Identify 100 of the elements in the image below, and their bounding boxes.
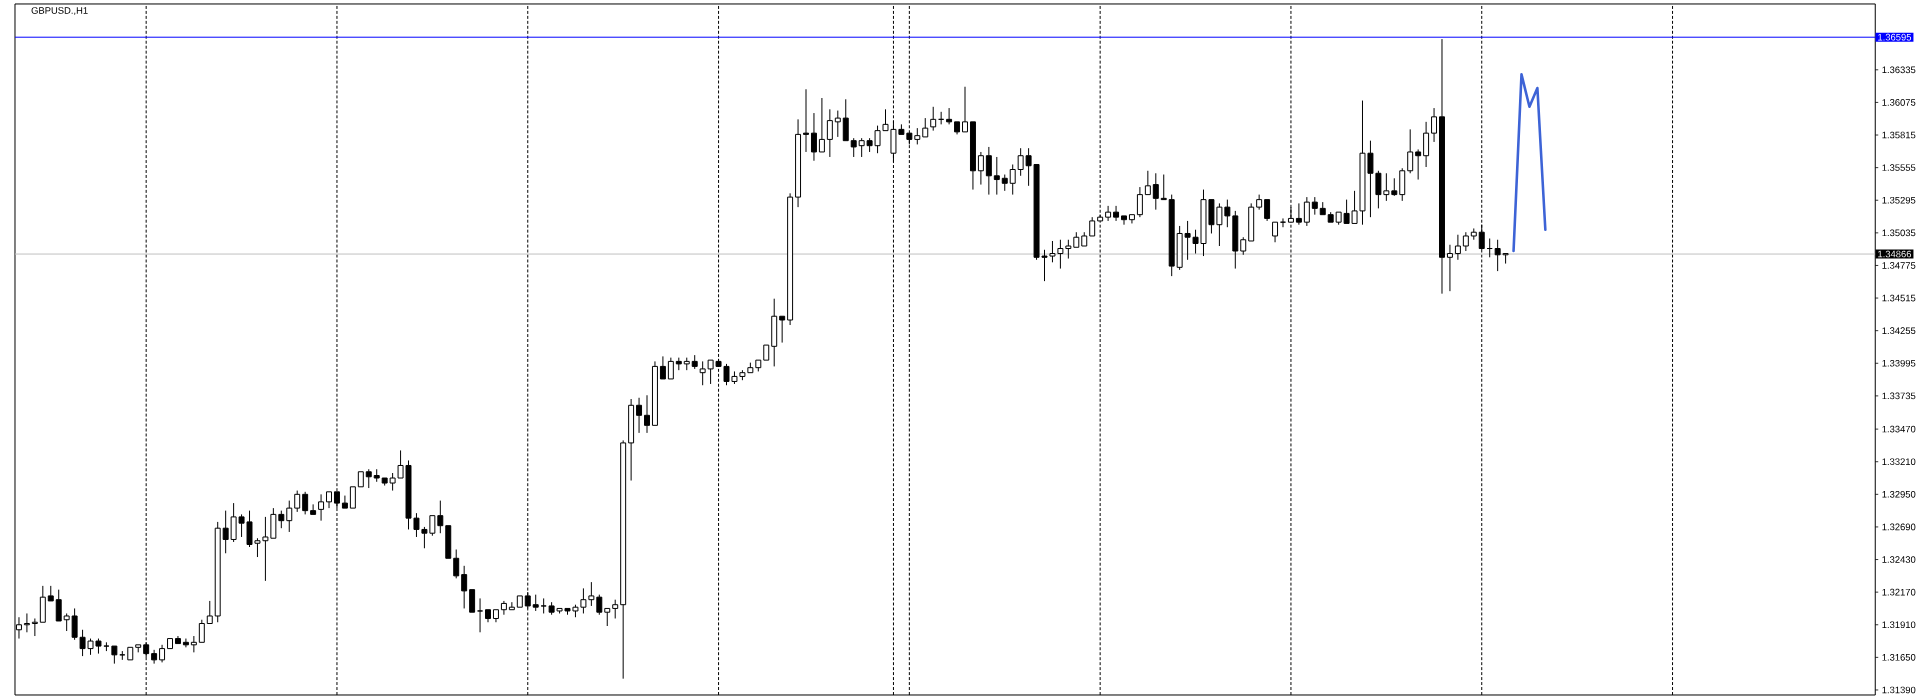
y-tick-label: 1.34255 [1882, 327, 1916, 335]
candlestick [1105, 205, 1112, 222]
candlestick [1160, 174, 1167, 201]
candlestick [1136, 186, 1143, 218]
candlestick [1470, 227, 1477, 241]
y-tick-label: 1.31390 [1882, 686, 1916, 694]
candlestick [620, 439, 627, 680]
y-tick-label: 1.33995 [1882, 359, 1916, 367]
candlestick [1089, 216, 1096, 237]
candlestick [365, 468, 372, 489]
candlestick [1446, 244, 1453, 292]
candlestick [1415, 148, 1422, 181]
candlestick [1128, 214, 1135, 224]
y-tick-label: 1.36335 [1882, 66, 1916, 74]
candlestick [1113, 205, 1120, 222]
y-tick-label: 1.33470 [1882, 425, 1916, 433]
candlestick [787, 192, 794, 326]
candlestick [1240, 236, 1247, 256]
candlestick [962, 86, 968, 133]
line-series [1512, 72, 1547, 253]
candlestick [922, 117, 929, 138]
candlestick [803, 88, 809, 153]
candlestick [763, 344, 770, 361]
candlestick [644, 394, 650, 434]
candlestick [111, 645, 118, 665]
candlestick [198, 619, 205, 643]
candlestick [55, 589, 62, 622]
candlestick [1009, 164, 1016, 196]
y-tick-label: 1.31650 [1882, 654, 1916, 661]
candlestick [167, 638, 173, 650]
ref-line-label: 1.36595 [1878, 33, 1912, 41]
candlestick [326, 491, 332, 509]
candlestick [47, 585, 54, 602]
candlestick [1431, 107, 1438, 143]
candlestick [985, 146, 992, 196]
candlestick [1399, 167, 1406, 202]
candlestick [1319, 201, 1326, 216]
candlestick [174, 635, 181, 645]
candlestick [445, 525, 452, 559]
candlestick [1407, 128, 1414, 174]
y-tick-label: 1.34775 [1882, 262, 1916, 269]
candlestick [1248, 202, 1255, 242]
candlestick [771, 298, 778, 367]
candlestick [993, 156, 1000, 196]
candlestick [357, 471, 364, 488]
candlestick [127, 646, 134, 661]
candlestick [1462, 231, 1469, 252]
candlestick [214, 521, 221, 623]
y-tick-label: 1.35815 [1882, 131, 1916, 139]
candlestick [437, 500, 444, 534]
candlestick [461, 565, 468, 609]
candlestick [1391, 177, 1398, 196]
candlestick [1168, 194, 1175, 277]
y-tick-label: 1.31910 [1882, 621, 1916, 629]
candlestick [691, 354, 698, 370]
candlestick [1439, 38, 1445, 295]
candlestick [628, 398, 635, 482]
candlestick [636, 397, 643, 434]
candlestick [469, 589, 476, 613]
candlestick [651, 360, 658, 426]
candlestick [1256, 194, 1263, 211]
candlestick [39, 585, 46, 623]
candlestick [930, 106, 937, 132]
candlestick [1327, 211, 1334, 223]
candlestick [532, 594, 539, 612]
y-tick-label: 1.35035 [1882, 229, 1916, 237]
candlestick [373, 468, 380, 483]
candlestick [612, 599, 619, 619]
candlestick [842, 98, 849, 142]
candlestick [1423, 121, 1430, 168]
candlestick [159, 644, 166, 663]
y-tick-label: 1.32430 [1882, 556, 1916, 563]
y-tick-label: 1.33210 [1882, 458, 1916, 466]
candlestick [667, 357, 674, 380]
y-tick-label: 1.35555 [1882, 164, 1916, 171]
candlestick [659, 355, 666, 380]
candlestick [1121, 215, 1127, 226]
candlestick [349, 486, 356, 509]
candlestick [834, 110, 841, 138]
candlestick [604, 607, 611, 627]
candlestick [969, 121, 976, 191]
y-tick-label: 1.36075 [1882, 99, 1916, 106]
candlestick [341, 495, 348, 509]
candlestick [779, 315, 786, 344]
candlestick [1152, 172, 1159, 211]
candlestick [1295, 202, 1302, 226]
candlestick [1303, 196, 1310, 227]
candlestick [826, 108, 833, 158]
candlestick [954, 121, 961, 135]
candlestick [810, 112, 817, 162]
candlestick [318, 493, 325, 522]
y-tick-label: 1.34515 [1882, 294, 1916, 302]
candlestick [795, 118, 802, 208]
candlestick [818, 97, 825, 153]
candlestick [946, 107, 953, 125]
candlestick [1264, 199, 1271, 222]
ref-line-label: 1.34866 [1878, 250, 1912, 258]
candlestick [850, 137, 857, 158]
candlestick [1311, 196, 1318, 216]
y-tick-label: 1.33735 [1882, 392, 1916, 400]
